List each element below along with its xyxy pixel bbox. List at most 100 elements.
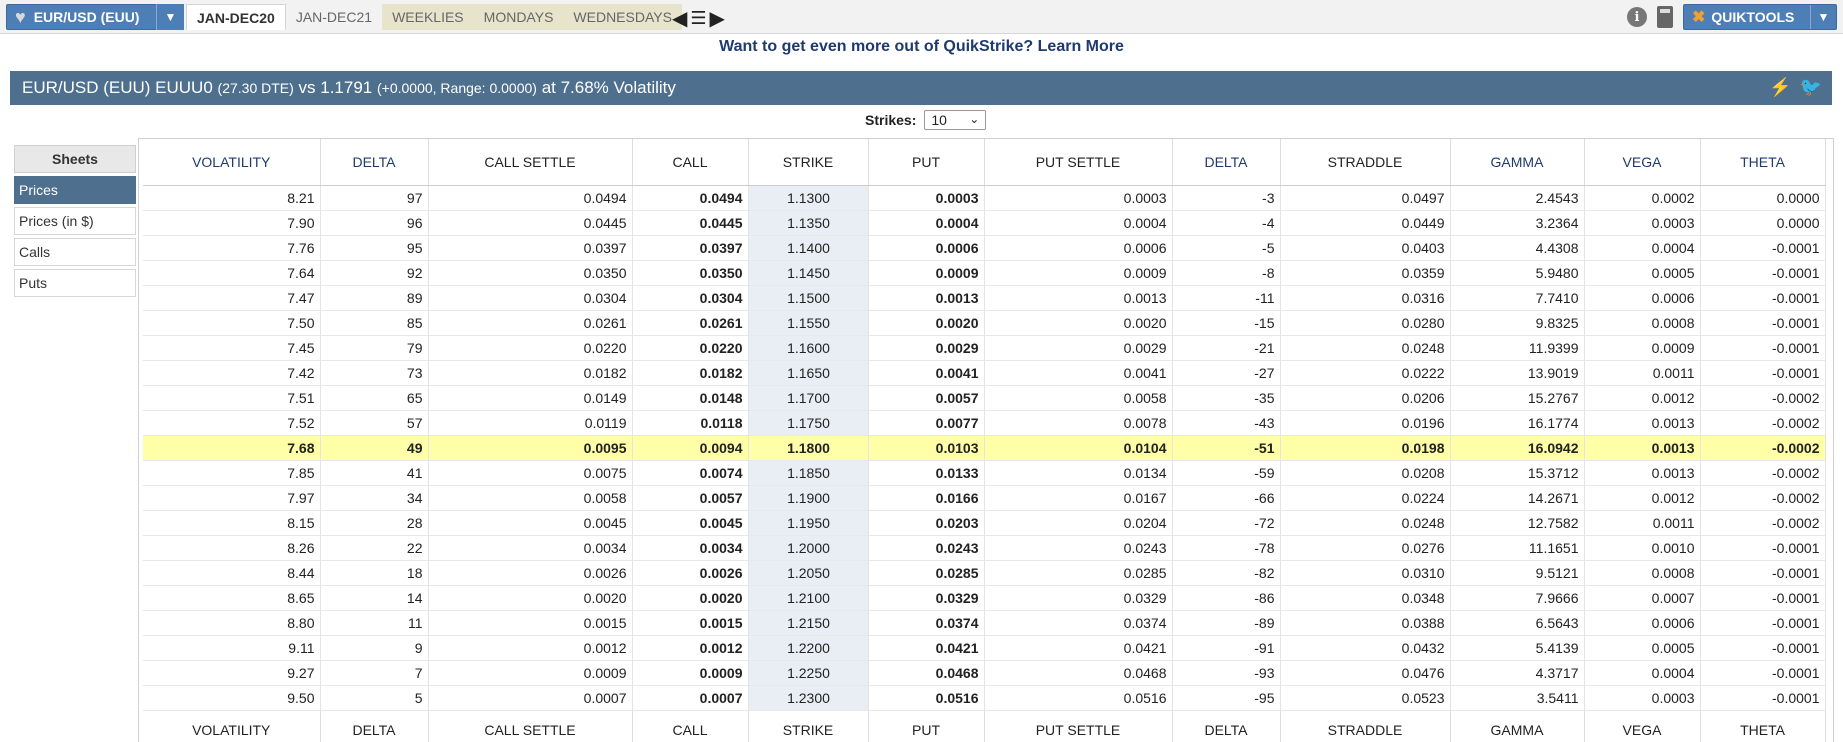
column-header-put-settle[interactable]: PUT SETTLE (984, 139, 1173, 186)
column-footer-put[interactable]: PUT (868, 709, 985, 742)
cell-straddle: 0.0348 (1280, 585, 1451, 611)
tab-mondays[interactable]: MONDAYS (473, 4, 564, 30)
table-row[interactable]: 7.45 79 0.0220 0.0220 1.1600 0.0029 0.0029 -21 0… (143, 335, 1826, 361)
quiktools-button[interactable]: ✖ QUIKTOOLS ▼ (1683, 4, 1837, 30)
cell-vega: 0.0012 (1584, 485, 1701, 511)
sheet-item-prices-in[interactable]: Prices (in $) (14, 207, 136, 235)
sheet-item-calls[interactable]: Calls (14, 238, 136, 266)
table-row[interactable]: 8.21 97 0.0494 0.0494 1.1300 0.0003 0.0003 -3 0.… (143, 185, 1826, 211)
column-footer-vega[interactable]: VEGA (1584, 709, 1701, 742)
tab-jan-dec20[interactable]: JAN-DEC20 (186, 4, 286, 30)
table-row[interactable]: 7.42 73 0.0182 0.0182 1.1650 0.0041 0.0041 -27 0… (143, 360, 1826, 386)
scroll-left-icon[interactable]: ◀ (672, 8, 688, 30)
column-footer-call[interactable]: CALL (632, 709, 749, 742)
cell-straddle: 0.0276 (1280, 535, 1451, 561)
cell-theta: -0.0001 (1700, 285, 1826, 311)
table-row[interactable]: 8.65 14 0.0020 0.0020 1.2100 0.0329 0.0329 -86 0… (143, 585, 1826, 611)
column-footer-strike[interactable]: STRIKE (748, 709, 869, 742)
column-header-call[interactable]: CALL (632, 139, 749, 186)
top-toolbar: ♥ EUR/USD (EUU) ▼ JAN-DEC20 JAN-DEC21 WEEK… (0, 0, 1843, 34)
cell-straddle: 0.0497 (1280, 185, 1451, 211)
table-row[interactable]: 7.52 57 0.0119 0.0118 1.1750 0.0077 0.0078 -43 0… (143, 410, 1826, 436)
table-row[interactable]: 9.27 7 0.0009 0.0009 1.2250 0.0468 0.0468 -93 0.… (143, 660, 1826, 686)
column-header-vega[interactable]: VEGA (1584, 139, 1701, 186)
cell-call: 0.0304 (632, 285, 749, 311)
table-row[interactable]: 9.50 5 0.0007 0.0007 1.2300 0.0516 0.0516 -95 0.… (143, 685, 1826, 711)
learn-more-link[interactable]: Learn More (1037, 38, 1124, 55)
tab-weeklies[interactable]: WEEKLIES (382, 4, 474, 30)
cell-volatility: 7.47 (143, 285, 321, 311)
tab-jan-dec21[interactable]: JAN-DEC21 (285, 4, 383, 30)
table-row[interactable]: 7.47 89 0.0304 0.0304 1.1500 0.0013 0.0013 -11 0… (143, 285, 1826, 311)
columns-menu-icon[interactable]: ☰ (690, 8, 707, 29)
calculator-icon[interactable] (1657, 6, 1673, 28)
table-row[interactable]: 7.50 85 0.0261 0.0261 1.1550 0.0020 0.0020 -15 0… (143, 310, 1826, 336)
cell-theta: 0.0000 (1700, 185, 1826, 211)
column-footer-delta[interactable]: DELTA (1172, 709, 1281, 742)
cell-gamma: 6.5643 (1450, 610, 1585, 636)
table-row[interactable]: 7.51 65 0.0149 0.0148 1.1700 0.0057 0.0058 -35 0… (143, 385, 1826, 411)
cell-theta: -0.0002 (1700, 410, 1826, 436)
column-header-put[interactable]: PUT (868, 139, 985, 186)
column-header-volatility[interactable]: VOLATILITY (143, 139, 321, 186)
table-row[interactable]: 7.64 92 0.0350 0.0350 1.1450 0.0009 0.0009 -8 0.… (143, 260, 1826, 286)
cell-put-settle: 0.0329 (984, 585, 1173, 611)
cell-gamma: 9.5121 (1450, 560, 1585, 586)
table-row[interactable]: 9.11 9 0.0012 0.0012 1.2200 0.0421 0.0421 -91 0.… (143, 635, 1826, 661)
sheet-item-puts[interactable]: Puts (14, 269, 136, 297)
table-row-atm[interactable]: 7.68 49 0.0095 0.0094 1.1800 0.0103 0.0104 -51 0… (143, 435, 1826, 461)
cell-gamma: 7.7410 (1450, 285, 1585, 311)
column-header-gamma[interactable]: GAMMA (1450, 139, 1585, 186)
favorite-heart-icon[interactable]: ♥ (15, 6, 26, 27)
column-header-strike[interactable]: STRIKE (748, 139, 869, 186)
cell-call-settle: 0.0149 (428, 385, 633, 411)
strikes-select[interactable]: 10 ⌄ (924, 110, 987, 130)
cell-call-settle: 0.0182 (428, 360, 633, 386)
scroll-right-icon[interactable]: ▶ (709, 8, 725, 30)
column-footer-call-settle[interactable]: CALL SETTLE (428, 709, 633, 742)
product-selector-button[interactable]: ♥ EUR/USD (EUU) (6, 4, 184, 30)
table-row[interactable]: 7.97 34 0.0058 0.0057 1.1900 0.0166 0.0167 -66 0… (143, 485, 1826, 511)
column-header-delta[interactable]: DELTA (1172, 139, 1281, 186)
column-header-straddle[interactable]: STRADDLE (1280, 139, 1451, 186)
info-icon[interactable]: i (1627, 7, 1647, 27)
column-footer-put-settle[interactable]: PUT SETTLE (984, 709, 1173, 742)
product-label: EUR/USD (EUU) (33, 9, 140, 25)
cell-strike: 1.2300 (748, 685, 869, 711)
cell-straddle: 0.0316 (1280, 285, 1451, 311)
lightning-icon[interactable]: ⚡ (1769, 77, 1792, 97)
table-row[interactable]: 8.44 18 0.0026 0.0026 1.2050 0.0285 0.0285 -82 0… (143, 560, 1826, 586)
column-footer-gamma[interactable]: GAMMA (1450, 709, 1585, 742)
cell-straddle: 0.0248 (1280, 510, 1451, 536)
column-footer-delta[interactable]: DELTA (320, 709, 429, 742)
cell-put-settle: 0.0029 (984, 335, 1173, 361)
column-footer-straddle[interactable]: STRADDLE (1280, 709, 1451, 742)
column-header-call-settle[interactable]: CALL SETTLE (428, 139, 633, 186)
table-row[interactable]: 7.76 95 0.0397 0.0397 1.1400 0.0006 0.0006 -5 0.… (143, 235, 1826, 261)
product-dropdown-chevron-icon[interactable]: ▼ (156, 4, 184, 30)
sheet-item-prices[interactable]: Prices (14, 176, 136, 204)
quiktools-chevron-icon[interactable]: ▼ (1810, 5, 1836, 29)
column-footer-volatility[interactable]: VOLATILITY (143, 709, 321, 742)
table-row[interactable]: 8.26 22 0.0034 0.0034 1.2000 0.0243 0.0243 -78 0… (143, 535, 1826, 561)
cell-gamma: 16.0942 (1450, 435, 1585, 461)
cell-gamma: 16.1774 (1450, 410, 1585, 436)
twitter-icon[interactable]: 🐦 (1799, 77, 1822, 97)
column-header-theta[interactable]: THETA (1700, 139, 1826, 186)
cell-put-settle: 0.0285 (984, 560, 1173, 586)
cell-call: 0.0057 (632, 485, 749, 511)
table-row[interactable]: 7.90 96 0.0445 0.0445 1.1350 0.0004 0.0004 -4 0.… (143, 210, 1826, 236)
cell-delta: -11 (1172, 285, 1281, 311)
contract-title: EUR/USD (EUU) EUUU0 (22, 78, 213, 97)
cell-put-settle: 0.0041 (984, 360, 1173, 386)
column-header-delta[interactable]: DELTA (320, 139, 429, 186)
cell-call-settle: 0.0034 (428, 535, 633, 561)
cell-strike: 1.1800 (748, 435, 869, 461)
table-row[interactable]: 7.85 41 0.0075 0.0074 1.1850 0.0133 0.0134 -59 0… (143, 460, 1826, 486)
tab-wednesdays[interactable]: WEDNESDAYS (563, 4, 682, 30)
table-row[interactable]: 8.80 11 0.0015 0.0015 1.2150 0.0374 0.0374 -89 0… (143, 610, 1826, 636)
column-footer-theta[interactable]: THETA (1700, 709, 1826, 742)
cell-volatility: 7.52 (143, 410, 321, 436)
cell-theta: -0.0001 (1700, 560, 1826, 586)
table-row[interactable]: 8.15 28 0.0045 0.0045 1.1950 0.0203 0.0204 -72 0… (143, 510, 1826, 536)
